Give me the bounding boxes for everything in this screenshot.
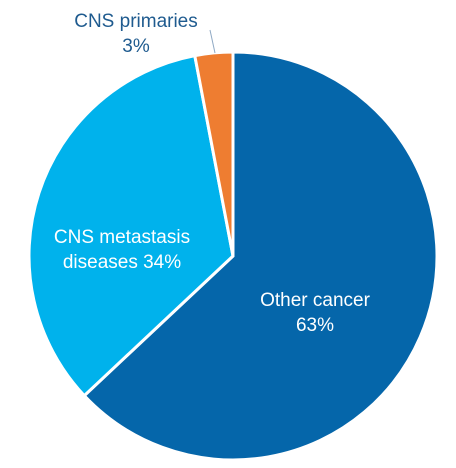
slice-labels: Other cancer 63% CNS metastasis diseases 34…	[54, 11, 371, 336]
leader-line-cns-primaries	[209, 29, 216, 54]
slice-label-cns-primaries: CNS primaries 3%	[74, 11, 198, 57]
leader-lines	[209, 29, 216, 54]
pie-slice-cns-metastasis-diseases	[27, 54, 235, 398]
slice-label-line: diseases 34%	[63, 252, 181, 273]
slice-label-line: Other cancer	[260, 290, 370, 311]
slice-label-line: CNS metastasis	[54, 227, 190, 248]
slice-label-line: CNS primaries	[74, 11, 198, 32]
pie-slice-other-cancer	[82, 50, 439, 462]
pie-slices	[27, 50, 439, 462]
pie-slice-cns-primaries	[193, 50, 235, 258]
slice-label-cns-metastasis-diseases: CNS metastasis diseases 34%	[54, 227, 190, 273]
slice-label-other-cancer: Other cancer 63%	[260, 290, 370, 336]
slice-label-line: 3%	[122, 36, 150, 57]
slice-label-line: 63%	[296, 315, 334, 336]
